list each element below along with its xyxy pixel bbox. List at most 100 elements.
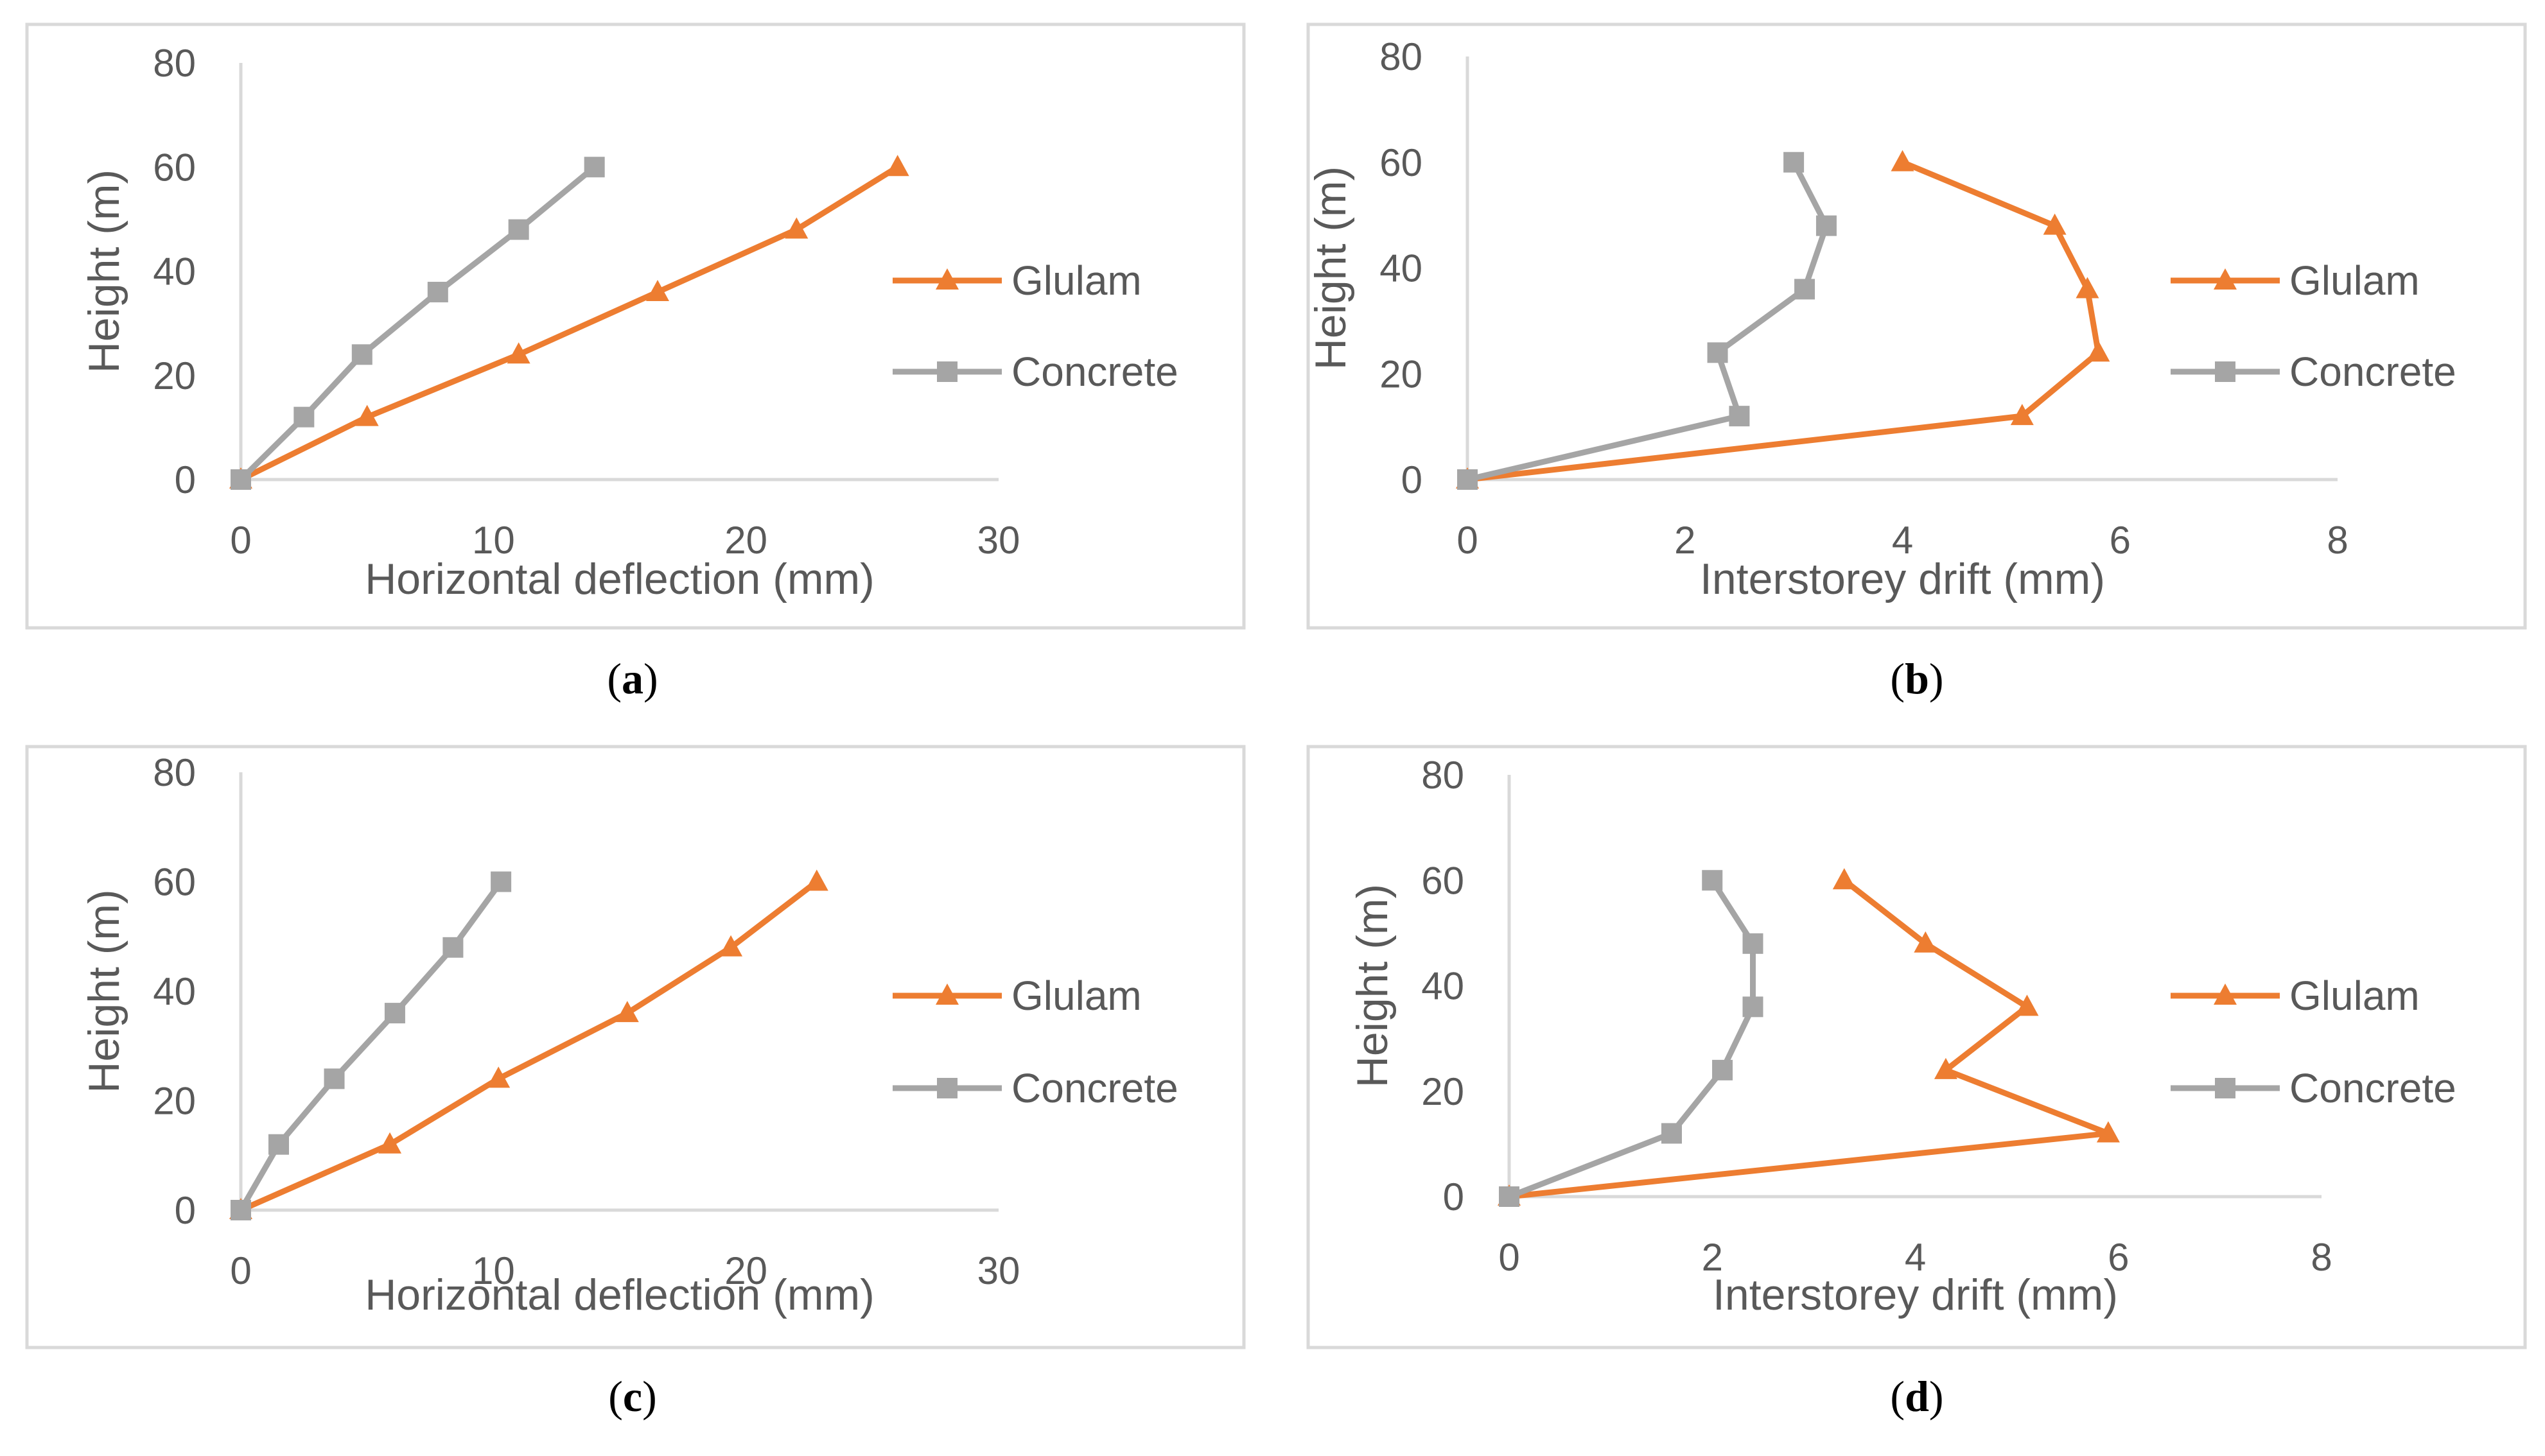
series-line-concrete [1506,877,1756,1200]
x-axis-title: Interstorey drift (mm) [1713,1270,2118,1319]
data-point-glulam [355,404,379,426]
x-tick-label: 6 [2108,1236,2129,1279]
x-tick-label: 4 [1892,519,1913,562]
legend-marker-glulam [2214,268,2237,290]
chart-panel-c: 0 20 40 60 80 0 10 20 30 Horizontal deflection (m… [25,745,1246,1421]
y-tick-label: 20 [1379,352,1422,395]
series-line-glulam [1506,877,2112,1200]
data-point-glulam [785,217,809,239]
legend-item-concrete: Concrete [893,1065,1178,1111]
legend-item-glulam: Glulam [2171,257,2420,304]
panel-caption: (b) [1890,654,1943,703]
x-axis-title: Horizontal deflection (mm) [365,1270,875,1319]
series-glulam [229,155,909,489]
data-point-concrete [1499,1186,1519,1207]
y-tick-label: 40 [1379,247,1422,290]
data-point-glulam [1934,1057,1957,1079]
y-tick-label: 60 [153,146,196,189]
data-point-concrete [324,1068,345,1089]
series-concrete [1457,152,1837,490]
data-point-glulam [2086,340,2110,362]
x-tick-label: 4 [1905,1236,1926,1279]
y-tick-label: 0 [175,1189,196,1232]
chart-panel-b: 0 20 40 60 80 0 2 4 6 8 Interstorey drift (mm) Heig… [1306,22,2527,703]
x-axis-title: Interstorey drift (mm) [1700,555,2105,603]
x-tick-label: 10 [472,519,515,562]
legend-label-concrete: Concrete [2289,349,2456,395]
data-point-glulam [1832,868,1856,890]
x-tick-label: 8 [2311,1236,2332,1279]
legend-marker-concrete [2215,361,2235,382]
series-line-glulam [238,164,901,483]
y-axis-title: Height (m) [1348,884,1397,1088]
data-point-concrete [442,937,464,958]
x-tick-label: 0 [230,1249,251,1292]
legend-marker-concrete [937,361,958,382]
x-tick-label: 6 [2110,519,2131,562]
y-axis-title: Height (m) [80,169,128,373]
data-point-concrete [1729,406,1750,427]
panel-caption: (d) [1890,1372,1943,1421]
data-point-concrete [231,1200,251,1220]
legend-item-glulam: Glulam [893,257,1142,304]
legend-marker-concrete [2215,1078,2235,1098]
data-point-concrete [1794,279,1815,300]
data-point-glulam [2010,404,2034,426]
data-point-glulam [886,155,909,177]
y-tick-label: 60 [153,861,196,904]
data-point-glulam [378,1132,402,1154]
y-tick-label: 40 [153,250,196,293]
y-tick-label: 40 [153,970,196,1013]
data-point-glulam [719,935,743,957]
legend-label-glulam: Glulam [1011,973,1142,1019]
y-tick-label: 80 [153,42,196,85]
data-point-concrete [491,871,512,892]
x-tick-label: 2 [1674,519,1695,562]
y-tick-label: 20 [153,354,196,397]
data-point-concrete [293,406,315,428]
series-line-glulam [238,879,820,1213]
data-point-glulam [2015,994,2039,1016]
legend-item-concrete: Concrete [893,349,1178,395]
data-point-concrete [1815,215,1837,236]
data-point-glulam [615,1001,639,1023]
data-point-glulam [487,1066,511,1088]
x-tick-label: 0 [1456,519,1478,562]
chart-panel-a: 0 20 40 60 80 0 10 20 30 Horizontal deflection (m… [25,22,1246,703]
series-concrete [1499,870,1763,1207]
chart-frame [1306,22,2527,630]
data-point-concrete [1661,1123,1682,1144]
series-line-glulam [1464,159,2101,483]
data-point-concrete [384,1003,405,1024]
y-tick-label: 60 [1379,141,1422,184]
y-tick-label: 0 [1443,1175,1464,1218]
data-point-concrete [508,219,529,240]
data-point-glulam [646,279,669,301]
data-point-glulam [1914,931,1937,953]
data-point-concrete [1783,152,1805,173]
data-point-concrete [1742,933,1763,954]
x-tick-label: 8 [2327,519,2348,562]
data-point-concrete [1742,996,1763,1018]
legend-label-concrete: Concrete [2289,1065,2456,1111]
legend-label-glulam: Glulam [1011,257,1142,304]
legend-marker-glulam [2214,984,2237,1005]
chart-frame [25,745,1246,1349]
x-tick-label: 30 [977,1249,1020,1292]
x-tick-label: 10 [472,1249,515,1292]
x-tick-label: 20 [724,1249,767,1292]
y-tick-label: 0 [175,458,196,501]
data-point-concrete [231,469,251,490]
y-tick-label: 20 [1421,1070,1464,1113]
legend-label-concrete: Concrete [1011,349,1178,395]
legend-label-concrete: Concrete [1011,1065,1178,1111]
x-tick-label: 0 [230,519,251,562]
legend-item-concrete: Concrete [2171,349,2456,395]
data-point-glulam [2076,277,2099,299]
y-axis-title: Height (m) [1306,166,1355,370]
y-tick-label: 80 [1421,754,1464,797]
legend-marker-glulam [936,268,959,290]
data-point-concrete [1702,870,1723,891]
legend-marker-glulam [936,984,959,1005]
